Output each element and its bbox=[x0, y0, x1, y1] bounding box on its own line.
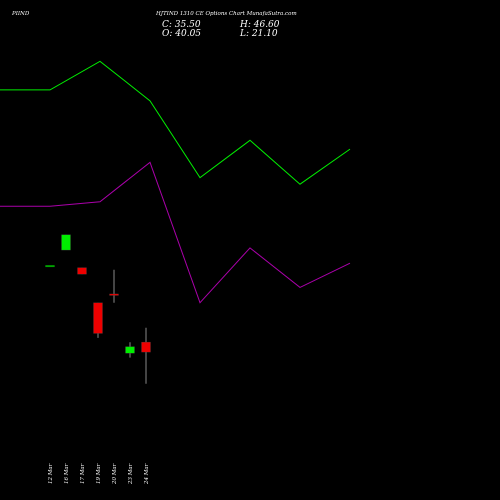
candle-body bbox=[125, 346, 135, 354]
candle-body bbox=[109, 293, 119, 296]
overlay-line-1 bbox=[0, 60, 351, 185]
high-value: H: 46.60 bbox=[240, 20, 280, 30]
low-value: L: 21.10 bbox=[240, 29, 278, 39]
chart-title: HJTIND 1310 CE Options Chart MunafaSutra… bbox=[156, 11, 297, 17]
overlay-line-2 bbox=[0, 161, 351, 304]
date-label: 12 Mar bbox=[48, 463, 54, 484]
close-value: C: 35.50 bbox=[162, 20, 201, 30]
date-label: 20 Mar bbox=[112, 463, 118, 485]
symbol-label: PIIND bbox=[12, 11, 30, 17]
candle-body bbox=[141, 341, 151, 353]
date-label: 19 Mar bbox=[96, 463, 102, 484]
candle-body bbox=[93, 302, 103, 334]
candle-body bbox=[61, 234, 71, 251]
open-value: O: 40.05 bbox=[162, 29, 202, 39]
candle-body bbox=[45, 265, 55, 268]
date-label: 17 Mar bbox=[80, 463, 86, 484]
date-label: 24 Mar bbox=[144, 463, 150, 485]
date-label: 16 Mar bbox=[64, 463, 70, 484]
date-label: 23 Mar bbox=[128, 463, 134, 485]
candle-body bbox=[77, 267, 87, 275]
